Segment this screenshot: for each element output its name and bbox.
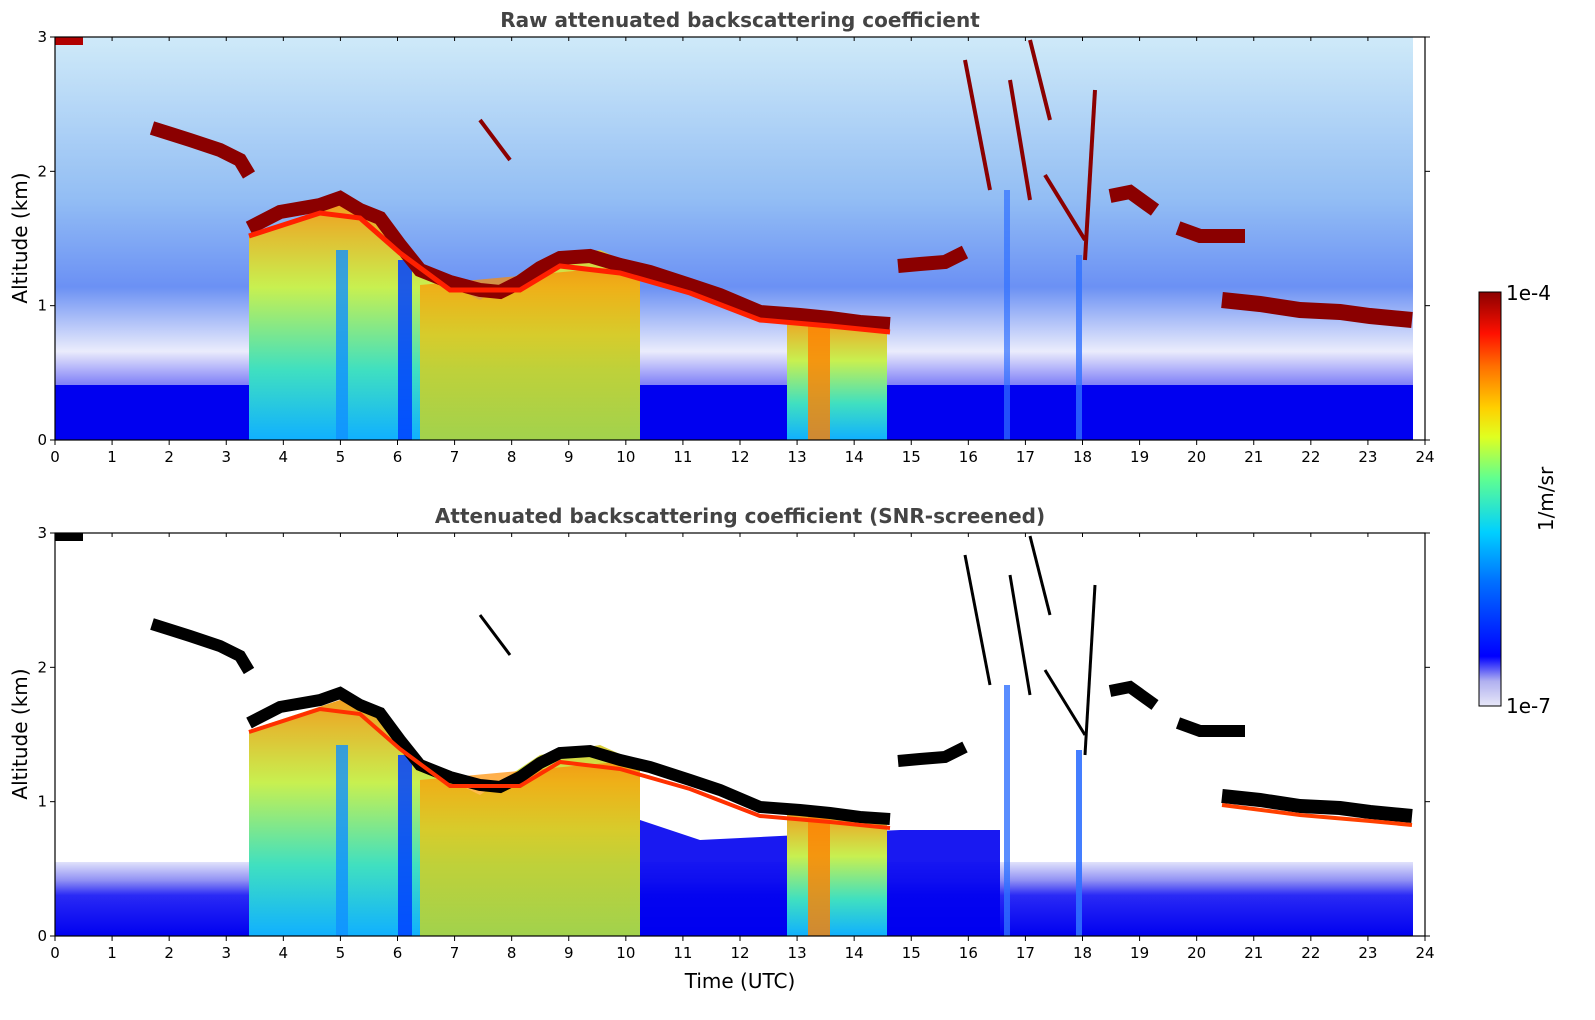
x-tick-label: 15 [902, 448, 921, 466]
x-tick-label: 19 [1130, 944, 1149, 962]
x-tick-label: 2 [164, 448, 174, 466]
y-tick-label: 0 [37, 431, 47, 449]
x-tick-label: 12 [730, 944, 749, 962]
x-tick-label: 5 [336, 944, 346, 962]
bottom-cloud-top-main [246, 686, 891, 825]
top-cloud-afternoon [787, 318, 887, 440]
x-tick-label: 1 [107, 448, 117, 466]
x-tick-label: 18 [1073, 448, 1092, 466]
x-tick-label: 16 [959, 448, 978, 466]
x-tick-label: 4 [279, 448, 289, 466]
x-tick-label: 17 [1016, 448, 1035, 466]
x-tick-label: 2 [164, 944, 174, 962]
bottom-cloud-afternoon [787, 813, 887, 936]
top-cloud-top-evening-2 [1108, 184, 1160, 216]
x-tick-label: 14 [845, 448, 864, 466]
y-tick-label: 2 [37, 162, 47, 180]
top-x-ticks: 0 1 2 3 4 5 6 7 8 9 10 11 12 13 14 15 16 17 18 19 20 21 22 23 24 [50, 37, 1435, 466]
bottom-panel-title: Attenuated backscattering coefficient (S… [435, 504, 1045, 528]
x-tick-label: 17 [1016, 944, 1035, 962]
x-tick-label: 1 [107, 944, 117, 962]
x-tick-label: 20 [1187, 448, 1206, 466]
x-tick-label: 23 [1358, 944, 1377, 962]
bottom-y-ticks: 0 1 2 3 [37, 524, 1430, 945]
x-tick-label: 13 [788, 448, 807, 466]
bottom-y-axis-label: Altitude (km) [8, 668, 32, 799]
bottom-cloud-top-evening-2 [1108, 680, 1159, 710]
x-tick-label: 19 [1130, 448, 1149, 466]
bottom-fallstreaks [478, 535, 1097, 756]
x-tick-label: 12 [730, 448, 749, 466]
x-tick-label: 6 [393, 944, 403, 962]
bottom-x-ticks: 0 1 2 3 4 5 6 7 8 9 10 11 12 13 14 15 16 17 18 19 20 21 22 23 24 [50, 533, 1435, 962]
top-y-axis-label: Altitude (km) [8, 172, 32, 303]
colorbar: 1e-4 1e-7 1/m/sr [1478, 281, 1558, 718]
x-tick-label: 4 [279, 944, 289, 962]
top-cloud-top-main [245, 190, 891, 331]
x-tick-label: 18 [1073, 944, 1092, 962]
bottom-cloud-top-evening-3 [1175, 717, 1245, 737]
x-tick-label: 21 [1244, 448, 1263, 466]
x-tick-label: 23 [1358, 448, 1377, 466]
top-heatmap [55, 37, 1413, 440]
x-tick-label: 10 [616, 944, 635, 962]
x-tick-label: 24 [1415, 448, 1434, 466]
top-y-ticks: 0 1 2 3 [37, 28, 1430, 449]
x-tick-label: 22 [1301, 944, 1320, 962]
bottom-cloud-top-morning [150, 618, 255, 675]
x-tick-label: 3 [221, 448, 231, 466]
y-tick-label: 0 [37, 927, 47, 945]
x-tick-label: 0 [50, 448, 60, 466]
x-tick-label: 7 [450, 448, 460, 466]
x-tick-label: 8 [507, 944, 517, 962]
x-tick-label: 11 [673, 944, 692, 962]
top-cloud-top-evening-4 [1221, 292, 1413, 328]
x-tick-label: 24 [1415, 944, 1434, 962]
top-panel-title: Raw attenuated backscattering coefficien… [500, 8, 980, 32]
colorbar-gradient [1478, 291, 1502, 707]
bottom-x-axis-label: Time (UTC) [684, 969, 796, 993]
bottom-cloud-top-evening-1 [897, 741, 968, 767]
top-cloud-top-morning [149, 121, 256, 179]
x-tick-label: 16 [959, 944, 978, 962]
top-cloud-top-evening-1 [897, 245, 969, 273]
y-tick-label: 2 [37, 658, 47, 676]
x-tick-label: 10 [616, 448, 635, 466]
x-tick-label: 13 [788, 944, 807, 962]
x-tick-label: 21 [1244, 944, 1263, 962]
x-tick-label: 9 [564, 944, 574, 962]
x-tick-label: 3 [221, 944, 231, 962]
top-cloud-top-evening-3 [1175, 221, 1245, 243]
x-tick-label: 15 [902, 944, 921, 962]
x-tick-label: 0 [50, 944, 60, 962]
x-tick-label: 8 [507, 448, 517, 466]
x-tick-label: 14 [845, 944, 864, 962]
y-tick-label: 3 [37, 28, 47, 46]
bottom-cloud-top-evening-4 [1221, 789, 1413, 823]
y-tick-label: 1 [37, 297, 47, 315]
x-tick-label: 11 [673, 448, 692, 466]
x-tick-label: 20 [1187, 944, 1206, 962]
x-tick-label: 7 [450, 944, 460, 962]
x-tick-label: 9 [564, 448, 574, 466]
y-tick-label: 3 [37, 524, 47, 542]
top-panel: Raw attenuated backscattering coefficien… [8, 8, 1435, 466]
bottom-panel: Attenuated backscattering coefficient (S… [8, 504, 1435, 993]
colorbar-min-label: 1e-7 [1506, 694, 1551, 718]
top-fallstreaks [478, 39, 1097, 261]
bottom-heatmap [55, 533, 1425, 936]
colorbar-max-label: 1e-4 [1506, 281, 1551, 305]
x-tick-label: 22 [1301, 448, 1320, 466]
x-tick-label: 6 [393, 448, 403, 466]
colorbar-unit-label: 1/m/sr [1534, 466, 1558, 531]
y-tick-label: 1 [37, 793, 47, 811]
x-tick-label: 5 [336, 448, 346, 466]
